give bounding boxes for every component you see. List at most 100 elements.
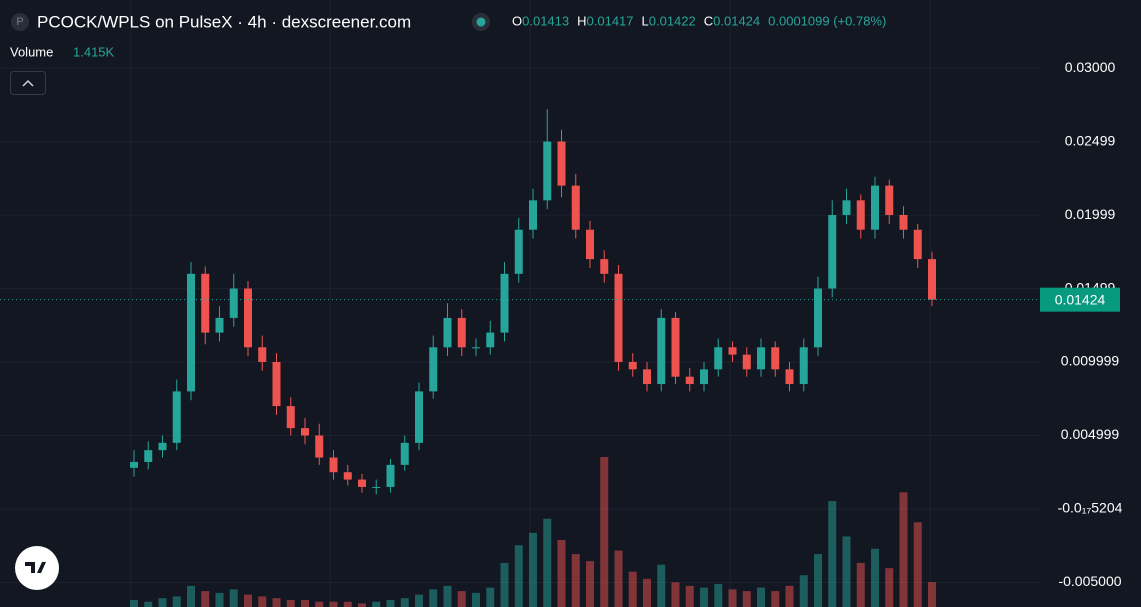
volume-bar <box>429 589 438 607</box>
volume-bar <box>928 582 936 607</box>
collapse-button[interactable] <box>10 71 46 95</box>
candle-body <box>671 317 680 377</box>
volume-bar <box>372 601 381 607</box>
candle-body <box>372 486 381 488</box>
volume-bar <box>785 585 794 607</box>
volume-bar <box>358 603 366 607</box>
status-dot <box>476 17 486 27</box>
candle-body <box>443 317 452 348</box>
candle-body <box>244 288 252 348</box>
volume-bar <box>144 601 153 607</box>
candle-body <box>415 391 423 443</box>
candle-body <box>657 317 666 385</box>
volume-bar <box>229 589 238 607</box>
candle-body <box>343 472 352 480</box>
candle-body <box>742 354 751 370</box>
candle-body <box>272 361 281 407</box>
volume-bar <box>600 457 609 607</box>
volume-bar <box>557 539 566 607</box>
candle-body <box>400 442 409 465</box>
tv-logo[interactable] <box>15 546 59 590</box>
volume-bar <box>913 522 922 607</box>
candle-body <box>158 442 167 451</box>
volume-bar <box>571 554 580 607</box>
last-price-label: 0.01424 <box>1055 291 1106 307</box>
candle-body <box>828 215 837 289</box>
volume-bar <box>757 587 765 607</box>
volume-bar <box>771 591 780 607</box>
volume-bar <box>187 585 195 607</box>
candle-body <box>700 369 708 385</box>
volume-bar <box>201 591 210 607</box>
ohlc-value: 0.01413 <box>522 13 569 28</box>
candle-body <box>614 273 623 362</box>
ohlc-key: H <box>577 13 586 28</box>
ohlc-value: 0.01417 <box>587 13 634 28</box>
volume-bar <box>828 501 837 607</box>
volume-bar <box>415 594 423 607</box>
price-change: 0.0001099 (+0.78%) <box>768 13 886 28</box>
candle-body <box>885 185 894 216</box>
volume-bar <box>258 596 267 607</box>
candle-body <box>229 288 238 318</box>
candle-body <box>871 185 879 230</box>
volume-bar <box>842 536 851 607</box>
ohlc-key: L <box>642 13 649 28</box>
price-axis: 0.030000.024990.019990.014990.0099990.00… <box>0 59 1123 589</box>
candle-body <box>301 428 309 436</box>
collapse-arrow <box>22 79 34 87</box>
volume-bar <box>272 598 281 607</box>
volume-bar <box>130 599 138 607</box>
candle-body <box>785 369 794 385</box>
ohlc-value: 0.01422 <box>649 13 696 28</box>
candle-body <box>386 464 395 487</box>
ohlc-key: C <box>704 13 713 28</box>
candle-body <box>714 347 723 370</box>
volume-bar <box>657 564 666 607</box>
candle-body <box>172 391 181 443</box>
candle-body <box>856 200 865 230</box>
ohlc-key: O <box>512 13 522 28</box>
volume-bar <box>643 578 651 607</box>
candle-body <box>571 185 580 230</box>
candle-body <box>899 215 908 230</box>
volume-bar <box>286 599 295 607</box>
ohlc-legend: O 0.01413 H 0.01417 L 0.01422 C 0.01424 0.000109… <box>512 13 886 28</box>
tv-logo-mark <box>25 562 46 573</box>
volume-bar <box>856 562 865 607</box>
candle-body <box>500 273 509 333</box>
candle-body <box>543 141 552 201</box>
candle-body <box>771 347 780 370</box>
y-tick-label: 0.01999 <box>1065 206 1116 222</box>
volume-bar <box>671 582 680 607</box>
volume-bar <box>301 599 309 607</box>
y-tick-label: 0.009999 <box>1061 353 1120 369</box>
volume-bar <box>814 554 822 607</box>
candle-body <box>757 347 765 370</box>
volume-bar <box>158 598 167 607</box>
candle-body <box>472 347 480 349</box>
token-icon-letter: P <box>16 16 23 28</box>
candle-body <box>728 347 737 355</box>
volume-bar <box>500 562 509 607</box>
volume-bar <box>172 596 181 607</box>
candle-body <box>358 479 366 487</box>
volume-bar <box>514 545 523 607</box>
candle-body <box>600 259 609 274</box>
candle-body <box>286 406 295 429</box>
volume-value: 1.415K <box>73 44 115 59</box>
volume-bar <box>885 568 894 607</box>
candle-body <box>799 347 808 385</box>
y-tick-label: 0.03000 <box>1065 59 1116 75</box>
volume-bar <box>529 532 537 607</box>
volume-bar <box>486 587 495 607</box>
candle-body <box>329 457 338 473</box>
chart-title: PCOCK/WPLS on PulseX · 4h · dexscreener.… <box>37 12 411 31</box>
volume-bar <box>386 599 395 607</box>
candle-body <box>201 273 210 333</box>
candle-body <box>187 273 195 392</box>
candle-body <box>586 229 594 260</box>
volume-bar <box>543 518 552 607</box>
